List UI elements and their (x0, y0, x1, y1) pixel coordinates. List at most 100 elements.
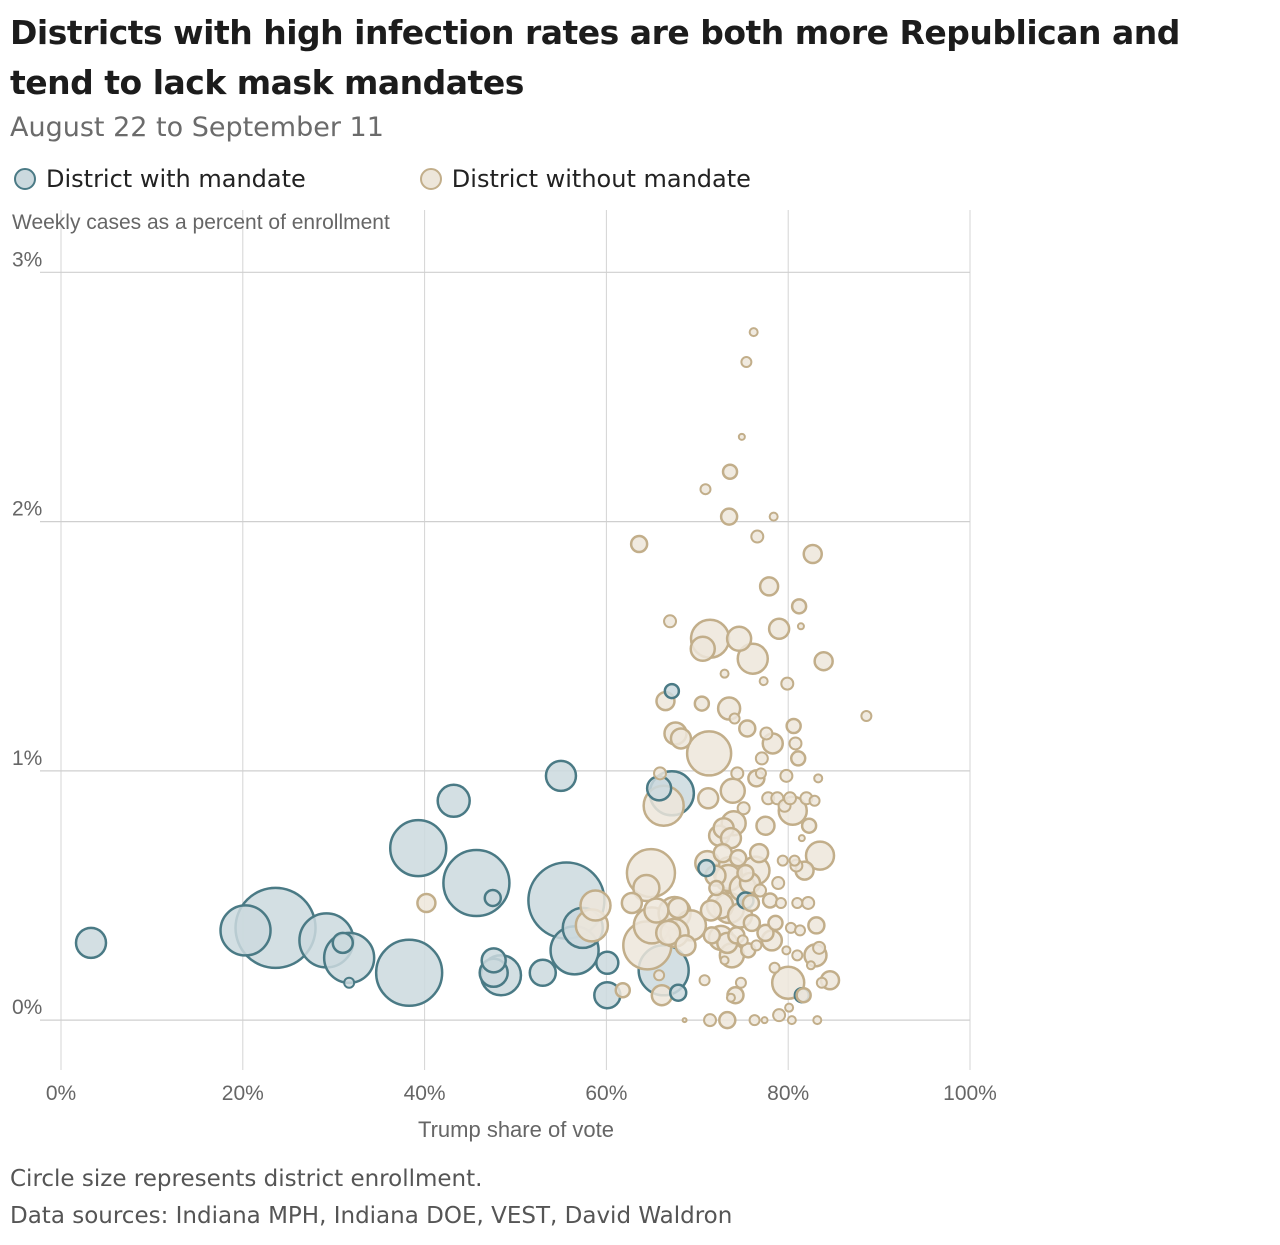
y-axis-label: Weekly cases as a percent of enrollment (12, 211, 390, 234)
x-tick-label: 20% (222, 1082, 264, 1105)
point-with-mandate (697, 858, 716, 878)
point-with-mandate (374, 938, 444, 1008)
point-without-mandate (783, 791, 798, 806)
point-without-mandate (734, 976, 747, 989)
point-without-mandate (789, 750, 807, 767)
point-without-mandate (788, 854, 801, 867)
point-without-mandate (719, 777, 747, 805)
point-without-mandate (779, 768, 794, 783)
point-without-mandate (663, 614, 678, 629)
point-with-mandate (388, 818, 448, 878)
point-with-mandate (595, 950, 620, 976)
point-without-mandate (666, 896, 690, 920)
point-without-mandate (614, 981, 632, 999)
point-without-mandate (736, 863, 755, 883)
legend-swatch-without-mandate (419, 168, 442, 190)
point-without-mandate (681, 1017, 688, 1024)
point-without-mandate (725, 625, 753, 653)
legend-item-without-mandate[interactable]: District without mandate (419, 165, 751, 193)
point-without-mandate (728, 712, 741, 725)
point-without-mandate (772, 1008, 787, 1023)
point-without-mandate (669, 727, 693, 750)
point-with-mandate (544, 759, 578, 793)
point-without-mandate (808, 794, 821, 807)
point-without-mandate (674, 934, 697, 957)
point-without-mandate (730, 766, 745, 781)
point-without-mandate (797, 834, 806, 843)
point-without-mandate (654, 919, 682, 947)
point-without-mandate (698, 974, 711, 987)
chart-subtitle: August 22 to September 11 (10, 112, 384, 143)
point-without-mandate (812, 1015, 823, 1026)
point-without-mandate (693, 695, 711, 712)
point-without-mandate (815, 976, 828, 989)
point-with-mandate (343, 976, 356, 989)
legend-item-with-mandate[interactable]: District with mandate (14, 165, 306, 193)
point-without-mandate (768, 511, 779, 522)
point-without-mandate (759, 726, 774, 741)
y-tick-label: 1% (12, 747, 42, 770)
footnote-size: Circle size represents district enrollme… (10, 1166, 483, 1192)
point-without-mandate (774, 896, 787, 909)
point-without-mandate (791, 896, 804, 909)
point-without-mandate (653, 969, 666, 982)
scatter-chart: 0% 20% 40% 60% 80% 100% 0% 1% 2% 3% Weekly cases a… (12, 210, 997, 1142)
point-without-mandate (767, 617, 791, 641)
point-without-mandate (790, 598, 808, 615)
point-without-mandate (788, 736, 803, 751)
point-without-mandate (786, 1015, 797, 1026)
point-without-mandate (741, 893, 761, 913)
point-without-mandate (768, 961, 781, 974)
y-tick-label: 2% (12, 498, 42, 521)
point-without-mandate (742, 913, 762, 933)
point-without-mandate (699, 899, 723, 922)
point-without-mandate (719, 507, 739, 526)
x-tick-label: 40% (404, 1082, 446, 1105)
point-without-mandate (579, 889, 612, 922)
y-tick-label: 0% (12, 996, 42, 1019)
point-with-mandate (74, 926, 108, 960)
point-without-mandate (812, 940, 827, 955)
point-with-mandate (436, 783, 471, 819)
point-without-mandate (702, 926, 722, 945)
point-with-mandate (480, 947, 507, 974)
point-with-mandate (483, 888, 503, 908)
x-axis-label: Trump share of vote (418, 1117, 614, 1142)
point-without-mandate (802, 543, 823, 565)
point-without-mandate (703, 1013, 718, 1028)
point-without-mandate (719, 668, 730, 679)
y-tick-label: 3% (12, 248, 42, 271)
point-without-mandate (767, 914, 784, 932)
point-without-mandate (796, 622, 805, 631)
x-tick-label: 0% (46, 1082, 76, 1105)
point-without-mandate (708, 879, 725, 897)
point-without-mandate (791, 949, 804, 962)
point-without-mandate (761, 892, 779, 909)
x-tick-label: 100% (943, 1082, 997, 1105)
point-without-mandate (736, 934, 749, 947)
point-without-mandate (804, 840, 836, 871)
point-without-mandate (650, 983, 674, 1007)
point-without-mandate (753, 883, 768, 898)
point-without-mandate (776, 854, 789, 867)
point-without-mandate (748, 327, 759, 338)
point-without-mandate (740, 356, 753, 369)
point-without-mandate (748, 1014, 761, 1027)
point-without-mandate (780, 676, 795, 691)
point-with-mandate (528, 958, 558, 988)
x-tick-label: 60% (585, 1082, 627, 1105)
x-tick-label: 80% (767, 1082, 809, 1105)
point-without-mandate (794, 924, 807, 937)
point-without-mandate (699, 483, 712, 496)
point-without-mandate (781, 945, 792, 956)
point-without-mandate (750, 529, 765, 544)
point-with-mandate (219, 904, 272, 957)
point-without-mandate (653, 766, 668, 781)
point-with-mandate (668, 983, 688, 1002)
point-without-mandate (785, 717, 802, 735)
point-without-mandate (758, 676, 769, 687)
point-without-mandate (719, 955, 730, 966)
point-without-mandate (736, 642, 769, 675)
point-without-mandate (801, 895, 816, 910)
point-without-mandate (721, 463, 739, 480)
